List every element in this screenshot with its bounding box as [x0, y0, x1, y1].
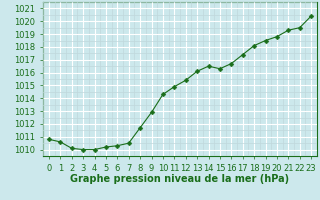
- X-axis label: Graphe pression niveau de la mer (hPa): Graphe pression niveau de la mer (hPa): [70, 174, 290, 184]
